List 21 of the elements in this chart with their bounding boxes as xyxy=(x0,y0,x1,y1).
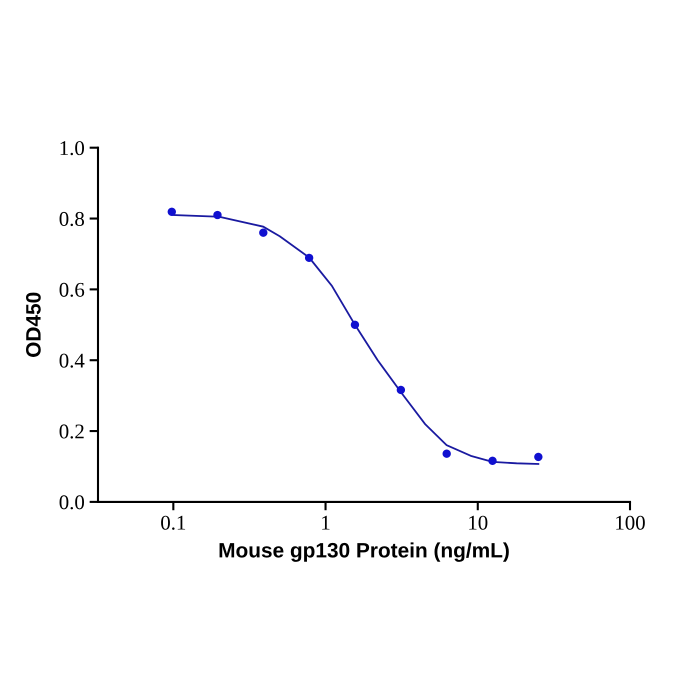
y-tick-label: 1.0 xyxy=(60,141,84,156)
x-tick-label: 0.1 xyxy=(161,516,186,530)
x-tick-label: 100 xyxy=(616,516,645,530)
point xyxy=(259,228,268,237)
point xyxy=(213,210,222,220)
x-tick-label: 10 xyxy=(469,516,488,530)
x-axis-title: Mouse gp130 Protein (ng/mL) xyxy=(220,542,509,562)
point xyxy=(168,208,176,216)
x-tick-label: 1 xyxy=(322,516,330,530)
point xyxy=(442,450,451,458)
point xyxy=(396,386,406,394)
point xyxy=(350,320,360,329)
y-tick-label: 0.0 xyxy=(60,495,84,510)
point xyxy=(534,452,543,462)
point xyxy=(304,254,314,262)
y-tick-label: 0.6 xyxy=(60,282,84,297)
y-tick-label: 0.4 xyxy=(60,354,84,368)
point xyxy=(488,456,497,465)
y-tick-label: 0.2 xyxy=(60,424,84,439)
y-tick-label: 0.8 xyxy=(60,212,84,226)
y-axis-title: OD450 xyxy=(26,292,41,357)
